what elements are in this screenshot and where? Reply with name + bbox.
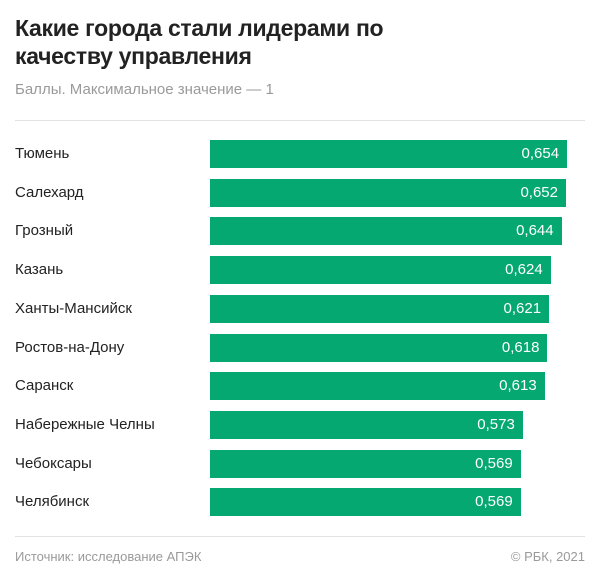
value-label: 0,652 [520,183,558,201]
value-label: 0,654 [521,145,560,162]
bar [210,410,523,439]
category-label: Ханты-Мансийск [15,299,132,317]
category-label: Казань [15,261,64,279]
bar [210,449,521,478]
category-label: Тюмень [15,145,70,162]
value-label: 0,569 [475,454,513,472]
category-label: Набережные Челны [15,415,155,433]
copyright: © РБК, 2021 [510,549,585,564]
value-label: 0,618 [501,338,540,356]
chart-title: Какие города стали лидерами по качеству … [15,15,384,69]
value-label: 0,624 [505,261,543,279]
source-note: Источник: исследование АПЭК [15,549,202,564]
value-label: 0,569 [475,493,513,511]
category-label: Челябинск [15,493,90,511]
bar [210,217,562,246]
bar [210,140,568,168]
chart-subtitle: Баллы. Максимальное значение — 1 [15,81,274,98]
category-label: Чебоксары [15,454,92,472]
bar [210,256,551,285]
bar [210,178,566,207]
value-label: 0,644 [516,222,554,240]
bar [210,488,521,517]
bar [210,372,545,401]
category-label: Грозный [15,222,74,240]
value-label: 0,573 [477,415,515,433]
value-label: 0,621 [503,299,542,317]
bar [210,333,548,362]
category-label: Саранск [15,377,74,395]
top-divider [15,120,585,121]
category-label: Салехард [15,183,84,201]
bar [210,294,550,323]
category-label: Ростов-на-Дону [15,338,125,356]
value-label: 0,613 [499,377,537,395]
bottom-divider [15,536,585,537]
